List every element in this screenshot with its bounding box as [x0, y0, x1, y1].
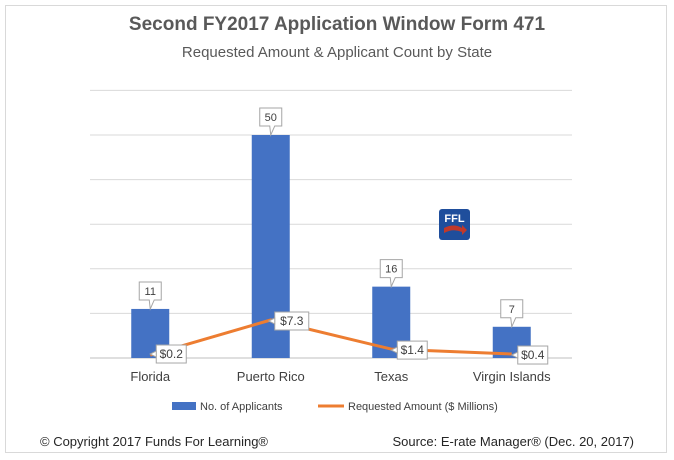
x-tick-label: Florida [130, 369, 171, 384]
requested-amount-line [149, 318, 512, 357]
chart-title: Second FY2017 Application Window Form 47… [128, 14, 546, 35]
bar-value-label: 50 [265, 112, 277, 124]
data-labels: 11 50 16 7 $0.2 $7.3 $1.4 $0.4 [138, 107, 549, 365]
bar-data-label: 7 [500, 299, 524, 329]
bar-data-label: 50 [259, 107, 283, 137]
legend: No. of Applicants Requested Amount ($ Mil… [172, 401, 498, 413]
source-text: Source: E-rate Manager® (Dec. 20, 2017) [392, 434, 634, 449]
bar-series [131, 135, 531, 358]
chart-subtitle: Requested Amount & Applicant Count by St… [181, 44, 493, 61]
line-value-label: $7.3 [280, 314, 304, 328]
line-data-label: $0.4 [510, 345, 549, 365]
svg-text:FFL: FFL [444, 213, 464, 225]
bar-data-label: 16 [379, 259, 403, 289]
line-value-label: $1.4 [401, 343, 425, 357]
x-tick-label: Puerto Rico [237, 369, 305, 384]
legend-label-requested: Requested Amount ($ Millions) [348, 401, 498, 413]
x-tick-label: Texas [374, 369, 408, 384]
copyright-text: © Copyright 2017 Funds For Learning® [40, 434, 269, 449]
legend-swatch-applicants [172, 402, 196, 410]
x-tick-label: Virgin Islands [473, 369, 551, 384]
bar-value-label: 16 [385, 264, 397, 276]
line-value-label: $0.2 [160, 347, 184, 361]
legend-label-applicants: No. of Applicants [200, 401, 283, 413]
x-axis-ticks: Florida Puerto Rico Texas Virgin Islands [130, 369, 551, 384]
gridlines [90, 89, 572, 359]
line-data-label: $7.3 [267, 311, 310, 331]
line-data-label: $0.2 [149, 344, 187, 364]
line-series [149, 318, 512, 357]
chart-frame [5, 5, 667, 453]
line-data-label: $1.4 [390, 340, 428, 360]
bar-value-label: 11 [145, 286, 156, 298]
line-value-label: $0.4 [521, 348, 545, 362]
bar-value-label: 7 [509, 304, 515, 316]
ffl-logo-icon: FFL [439, 209, 470, 240]
bar-data-label: 11 [138, 281, 162, 311]
